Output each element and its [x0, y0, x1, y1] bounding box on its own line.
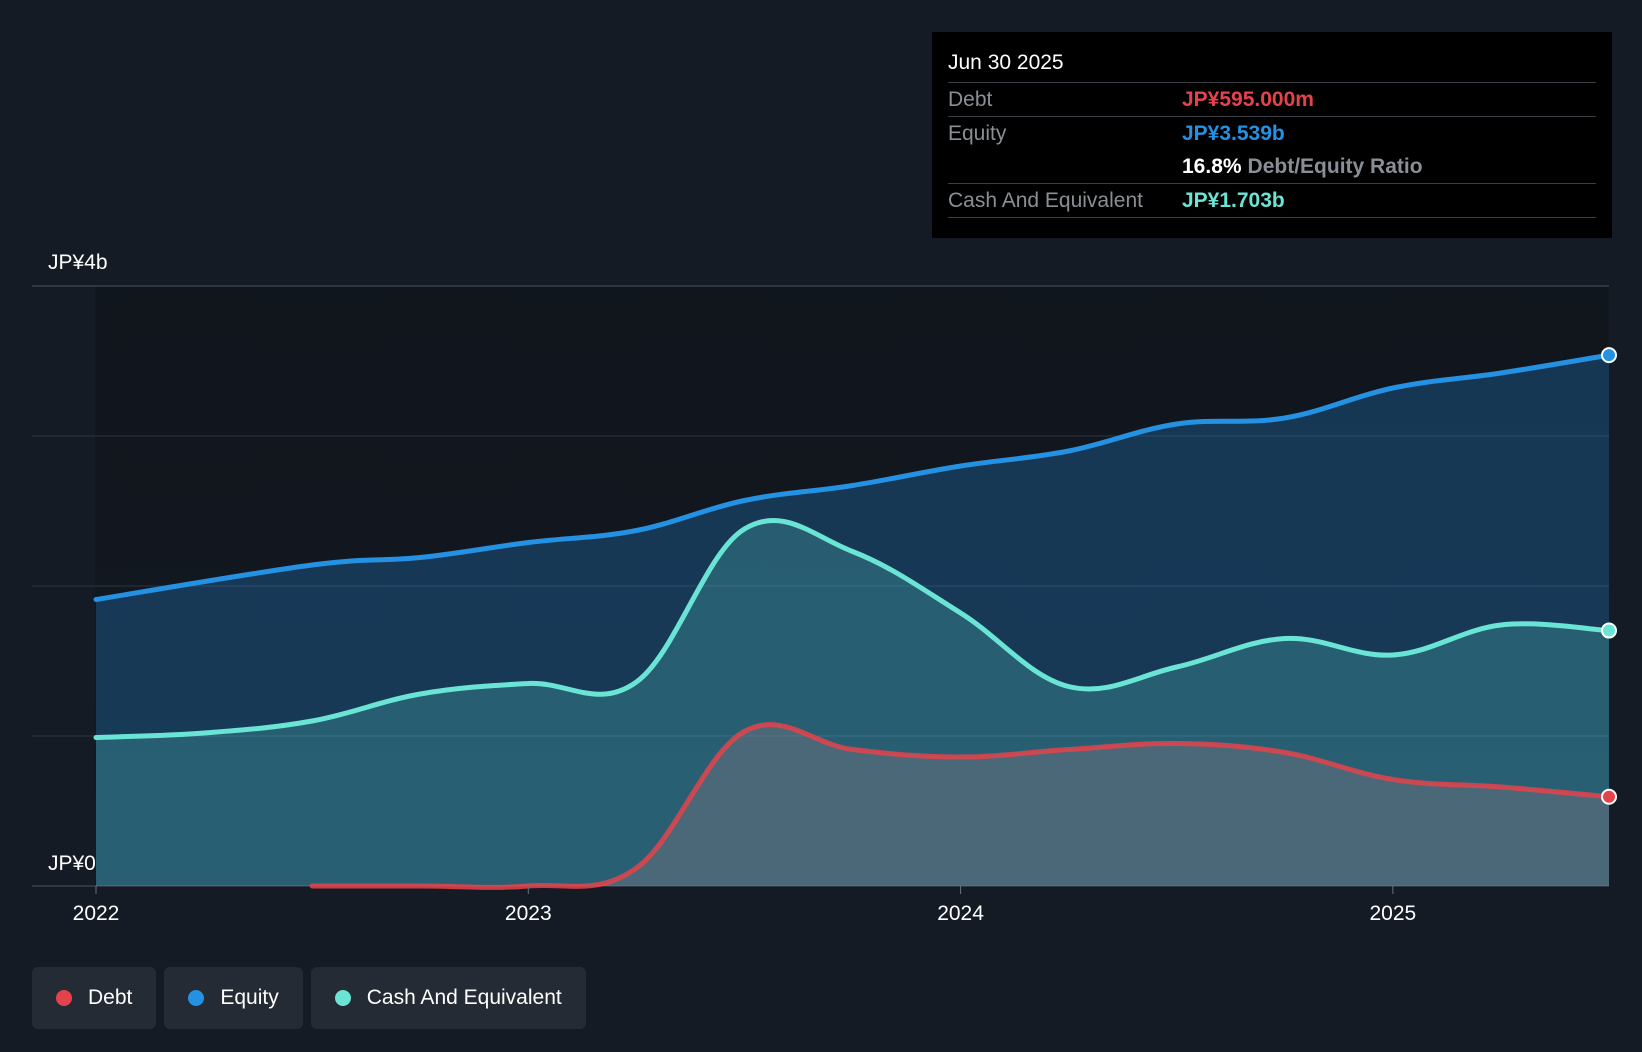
chart-legend: Debt Equity Cash And Equivalent	[32, 967, 586, 1029]
tooltip-debt-label: Debt	[948, 88, 993, 111]
x-axis-ticks: 2022 2023 2024 2025	[73, 886, 1416, 925]
tooltip-equity-value: JP¥3.539b	[1182, 122, 1285, 145]
legend-debt-label: Debt	[88, 986, 133, 1009]
tooltip-ratio-row: 16.8% Debt/Equity Ratio	[948, 150, 1596, 184]
x-tick-label-2022: 2022	[73, 902, 120, 925]
x-tick-label-2025: 2025	[1369, 902, 1416, 925]
debt-dot-icon	[56, 990, 72, 1006]
series-areas	[96, 355, 1610, 888]
tooltip-panel: Jun 30 2025 Debt JP¥595.000m Equity JP¥3…	[932, 32, 1612, 238]
equity-line	[93, 352, 1612, 602]
legend-cash-label: Cash And Equivalent	[366, 986, 562, 1009]
x-tick-label-2024: 2024	[937, 902, 984, 925]
debt-end-marker[interactable]	[1601, 788, 1617, 805]
y-axis-bottom-label: JP¥0	[48, 852, 96, 875]
tooltip-ratio-label: Debt/Equity Ratio	[1247, 155, 1423, 178]
tooltip-cash-row: Cash And Equivalent JP¥1.703b	[948, 184, 1596, 218]
grid-lines	[32, 285, 1609, 887]
tooltip-equity-row: Equity JP¥3.539b	[948, 117, 1596, 150]
legend-cash[interactable]: Cash And Equivalent	[310, 967, 586, 1029]
tooltip-debt-row: Debt JP¥595.000m	[948, 83, 1596, 117]
series-lines	[93, 352, 1612, 890]
cash-line	[93, 517, 1612, 740]
tooltip-ratio-value: 16.8%	[1182, 155, 1242, 178]
y-axis-top-label: JP¥4b	[48, 251, 108, 274]
tooltip-date: Jun 30 2025	[948, 48, 1596, 83]
legend-equity-label: Equity	[220, 986, 279, 1009]
cash-dot-icon	[334, 990, 351, 1006]
equity-end-marker[interactable]	[1601, 347, 1617, 364]
x-tick-label-2023: 2023	[505, 902, 552, 925]
series-end-markers	[1601, 347, 1617, 805]
tooltip-cash-value: JP¥1.703b	[1182, 189, 1285, 212]
legend-equity[interactable]: Equity	[164, 967, 303, 1029]
equity-area	[96, 355, 1609, 887]
cash-area	[96, 520, 1609, 886]
tooltip-equity-label: Equity	[948, 122, 1007, 145]
equity-dot-icon	[188, 990, 205, 1006]
debt-area	[312, 724, 1610, 888]
legend-debt[interactable]: Debt	[32, 967, 157, 1029]
cash-end-marker[interactable]	[1601, 622, 1617, 639]
debt-line	[309, 722, 1612, 890]
tooltip-cash-label: Cash And Equivalent	[948, 189, 1143, 212]
tooltip-debt-value: JP¥595.000m	[1182, 88, 1314, 111]
